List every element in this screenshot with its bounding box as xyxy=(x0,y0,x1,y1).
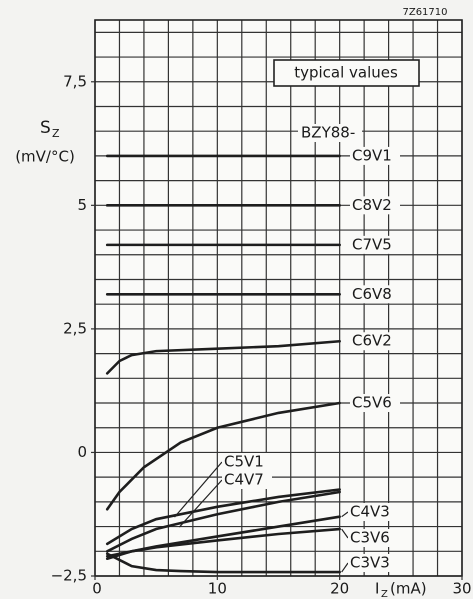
x-label-unit: (mA) xyxy=(390,580,427,598)
note-box xyxy=(273,59,420,87)
series-label: C4V3 xyxy=(350,503,390,521)
label-background xyxy=(348,503,398,521)
x-label-background xyxy=(372,578,442,599)
leader-line xyxy=(341,511,349,518)
label-background xyxy=(348,554,398,572)
label-background xyxy=(222,471,272,489)
leader-line xyxy=(178,479,223,528)
y-tick-label: −2,5 xyxy=(51,567,87,585)
series-line xyxy=(105,490,341,553)
series-line xyxy=(105,401,341,511)
y-tick-label: 2,5 xyxy=(63,319,87,337)
leader-line xyxy=(174,461,223,518)
series-line xyxy=(105,488,341,546)
label-background xyxy=(348,529,398,547)
series-label: C4V7 xyxy=(224,471,264,489)
label-background xyxy=(350,394,400,413)
label-background xyxy=(350,146,400,165)
plot-background xyxy=(95,20,462,576)
series-line xyxy=(105,339,341,375)
x-tick-label: 0 xyxy=(92,580,102,598)
y-label-subscript: Z xyxy=(52,127,60,140)
x-label-subscript: Z xyxy=(381,589,388,599)
series-line xyxy=(105,527,341,558)
y-tick-label: 0 xyxy=(77,443,87,461)
series-label: C6V2 xyxy=(352,332,392,350)
device-background xyxy=(298,124,362,142)
figure-code: 7Z61710 xyxy=(402,7,447,18)
series-label: C7V5 xyxy=(352,235,392,253)
x-tick-label: 10 xyxy=(208,580,227,598)
x-tick-label: 20 xyxy=(330,580,349,598)
device-label: BZY88- xyxy=(301,124,355,142)
series-line xyxy=(105,552,341,574)
plot-frame xyxy=(94,19,463,577)
y-tick-label: 5 xyxy=(77,196,87,214)
label-background xyxy=(350,235,400,254)
series-label: C6V8 xyxy=(352,285,392,303)
series-label: C8V2 xyxy=(352,196,392,214)
series-label: C5V6 xyxy=(352,394,392,412)
series-label: C9V1 xyxy=(352,146,392,164)
label-background xyxy=(350,285,400,304)
x-label-symbol: I xyxy=(375,580,379,598)
series-label: C5V1 xyxy=(224,453,264,471)
leader-line xyxy=(341,528,349,539)
series-label: C3V3 xyxy=(350,554,390,572)
x-tick-label: 30 xyxy=(452,580,471,598)
y-label-unit: (mV/°C) xyxy=(15,148,75,166)
label-background xyxy=(350,332,400,351)
label-background xyxy=(222,453,272,471)
leader-line xyxy=(341,562,349,573)
label-background xyxy=(350,196,400,215)
y-tick-label: 7,5 xyxy=(63,72,87,90)
series-label: C3V6 xyxy=(350,529,390,547)
note: typical values xyxy=(294,64,398,82)
y-label-symbol: S xyxy=(40,118,51,138)
